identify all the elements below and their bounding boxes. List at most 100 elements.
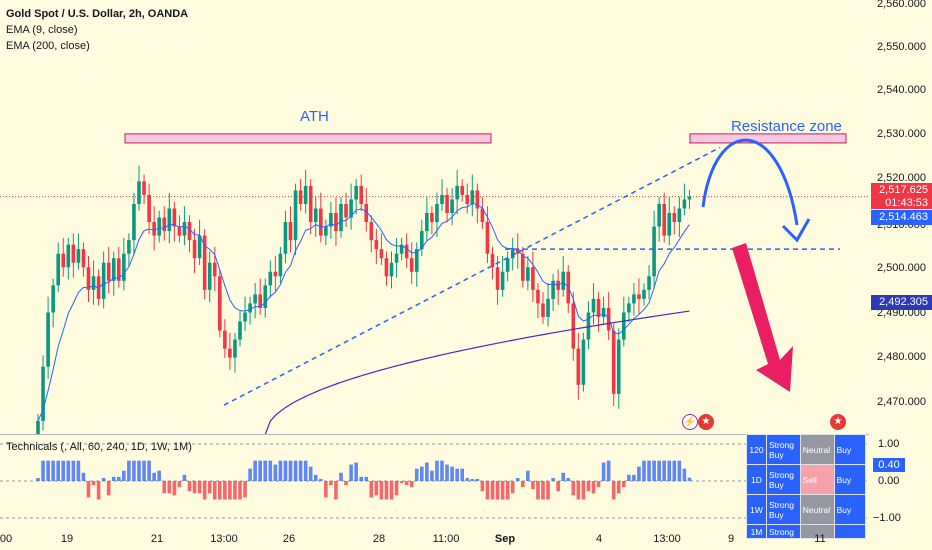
osc-bar <box>167 481 172 494</box>
osc-bar <box>66 460 71 481</box>
osc-bar <box>127 460 131 481</box>
us-economic-event-icon[interactable]: ★ <box>830 414 846 430</box>
osc-bar <box>657 460 661 481</box>
price-chart[interactable] <box>0 0 869 434</box>
osc-bar <box>162 481 167 494</box>
candle-body <box>510 249 515 259</box>
candle-body <box>258 294 262 308</box>
osc-bar <box>339 472 343 481</box>
osc-bar <box>677 460 682 481</box>
osc-bar <box>218 481 222 500</box>
candle-body <box>344 203 348 218</box>
table-row: 1W Strong Buy Neutral Buy <box>746 494 867 525</box>
table-row: 120 Strong Buy Neutral Buy <box>746 434 867 465</box>
osc-bar <box>288 460 293 481</box>
osc-bar <box>364 476 369 481</box>
candle-body <box>212 262 217 277</box>
osc-bar <box>268 460 273 481</box>
candle-body <box>308 185 313 223</box>
osc-bar <box>394 481 399 496</box>
candle-body <box>36 420 40 434</box>
osc-bar <box>177 481 182 488</box>
osc-bar <box>601 462 606 481</box>
resistance-zone-annotation[interactable]: Resistance zone <box>731 118 842 135</box>
osc-bar <box>440 460 444 481</box>
dividend-event-icon[interactable]: ⚡ <box>682 414 698 430</box>
candle-body <box>238 321 242 340</box>
osc-bar <box>622 481 626 488</box>
osc-bar <box>319 478 323 481</box>
candle-body <box>202 235 207 290</box>
osc-bar <box>192 481 197 494</box>
time-axis[interactable]: 00 19 21 13:00 26 28 11:00 Sep 4 13:00 9… <box>0 528 869 550</box>
last-price: 2,517.625 <box>879 184 928 196</box>
ema200-legend[interactable]: EMA (200, close) <box>6 40 90 52</box>
candle-body <box>541 303 545 317</box>
technicals-oscillator[interactable] <box>0 434 869 528</box>
candle-body <box>293 190 298 241</box>
osc-bar <box>324 481 328 498</box>
candle-body <box>248 303 252 313</box>
candle-body <box>652 226 656 277</box>
candle-body <box>359 185 363 204</box>
ma-cell: Buy <box>833 494 867 525</box>
osc-bar <box>223 481 227 500</box>
osc-bar <box>293 460 298 481</box>
candle-body <box>606 307 611 331</box>
candle-body <box>465 194 470 204</box>
candle-body <box>172 208 177 227</box>
osc-bar <box>157 470 161 481</box>
candle-body <box>339 203 343 232</box>
candle-body <box>81 249 86 268</box>
osc-bar <box>425 462 429 481</box>
ema9-legend[interactable]: EMA (9, close) <box>6 24 78 36</box>
candle-body <box>596 298 601 317</box>
candle-body <box>581 339 586 385</box>
rising-trendline <box>223 146 721 406</box>
candle-body <box>147 194 151 223</box>
candle-body <box>91 276 96 290</box>
osc-tick: −1.00 <box>873 512 901 524</box>
summary-cell: Strong Buy <box>765 464 801 495</box>
osc-bar <box>667 460 672 481</box>
price-tick: 2,490.000 <box>877 307 926 319</box>
candle-body <box>167 208 172 232</box>
osc-bar <box>228 481 232 500</box>
bar-countdown: 01:43:53 <box>885 197 928 209</box>
candle-body <box>111 258 116 281</box>
osc-bar <box>404 481 409 486</box>
candle-body <box>76 249 81 263</box>
projection-arrowhead <box>781 218 811 243</box>
candle-body <box>162 217 167 232</box>
symbol-title[interactable]: Gold Spot / U.S. Dollar, 2h, OANDA <box>6 8 189 20</box>
osc-bar <box>399 481 404 484</box>
osc-bar <box>450 466 454 481</box>
osc-bar <box>248 468 252 481</box>
candle-body <box>223 330 227 349</box>
osc-bar <box>207 481 212 494</box>
osc-current-tag: 0.40 <box>873 458 905 472</box>
osc-bar <box>329 481 333 486</box>
candle-body <box>354 185 358 200</box>
osc-bar <box>652 460 656 481</box>
price-tick: 2,550.000 <box>877 41 926 53</box>
candle-body <box>500 271 505 290</box>
us-economic-event-icon[interactable]: ★ <box>698 414 714 430</box>
osc-tick: 0.00 <box>878 475 900 487</box>
candle-body <box>51 285 55 313</box>
ath-annotation[interactable]: ATH <box>300 108 329 125</box>
osc-bar <box>152 472 156 481</box>
candle-body <box>101 262 106 299</box>
time-tick: 11:00 <box>432 533 460 545</box>
price-tick: 2,500.000 <box>877 262 926 274</box>
ema200-line <box>264 310 690 434</box>
candle-body <box>586 312 591 340</box>
candle-body <box>349 199 353 218</box>
technicals-legend[interactable]: Technicals (, All, 60, 240, 1D, 1W, 1M) <box>6 441 192 453</box>
osc-bar <box>147 460 151 481</box>
candle-body <box>526 267 530 281</box>
osc-bar <box>420 466 424 481</box>
osc-bar <box>369 481 374 498</box>
osc-bar <box>409 481 414 488</box>
candle-body <box>283 222 288 254</box>
